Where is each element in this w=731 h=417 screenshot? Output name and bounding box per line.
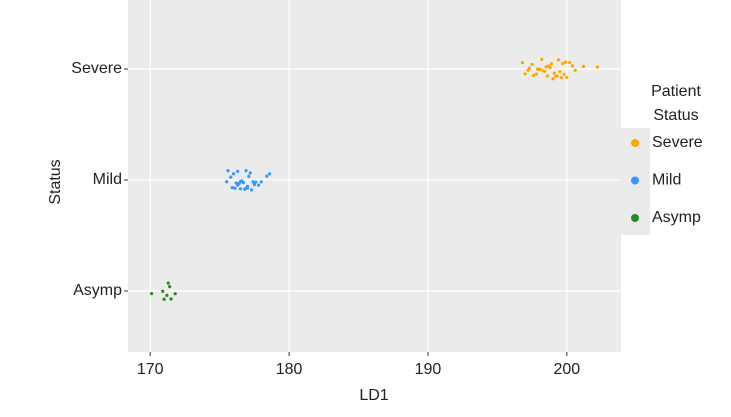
point [565,75,569,79]
point [530,62,534,67]
point [150,292,154,296]
point [254,180,258,184]
point [562,72,566,76]
x-tick-label: 180 [276,361,303,378]
point [265,174,269,178]
point [555,74,559,78]
legend-key [631,176,639,185]
y-tick-label: Severe [71,60,122,77]
legend-key [631,139,639,147]
point [259,180,263,184]
point [238,187,243,191]
point [581,64,586,68]
point [520,61,525,65]
point [523,72,527,76]
x-tick-label: 190 [415,361,442,378]
point [545,74,549,78]
point [173,292,177,296]
y-tick-label: Asymp [73,282,122,299]
legend-key [631,214,639,222]
point [244,169,248,173]
point [534,72,538,76]
x-tick-label: 170 [137,361,164,378]
legend-label: Asymp [652,209,701,226]
point [166,281,170,285]
point [241,180,245,185]
point [559,76,563,80]
point [248,171,252,175]
point [556,58,561,62]
point [544,65,548,69]
point [538,67,543,72]
point [595,65,599,69]
point [552,71,556,75]
legend-title: Patient Status [651,83,701,124]
point [165,293,169,297]
legend-label: Mild [652,172,681,189]
point [256,183,261,187]
point [563,60,568,64]
point [527,66,531,70]
point [231,172,236,176]
point [161,289,165,293]
point [226,169,230,173]
point [245,186,250,190]
point [247,174,251,178]
point [561,61,565,66]
point [249,188,254,192]
point [568,60,572,65]
point [233,186,237,190]
point [570,64,574,68]
point [548,65,552,70]
point [268,172,272,176]
point [573,68,577,72]
point [543,69,547,73]
point [225,180,229,184]
legend-label: Severe [652,134,703,151]
x-tick-label: 200 [553,361,580,378]
point [549,62,554,66]
point [252,183,256,187]
point [236,169,240,173]
point [169,297,173,301]
point [229,175,233,179]
point [551,77,555,81]
point [230,186,234,190]
point [540,57,544,61]
point [162,297,166,301]
point [168,285,172,289]
point [558,69,562,74]
panel [128,0,621,352]
y-axis-title: Status [47,159,64,204]
y-tick-label: Mild [93,171,122,188]
x-axis-title: LD1 [359,387,388,404]
point [531,73,536,78]
point [251,180,255,184]
